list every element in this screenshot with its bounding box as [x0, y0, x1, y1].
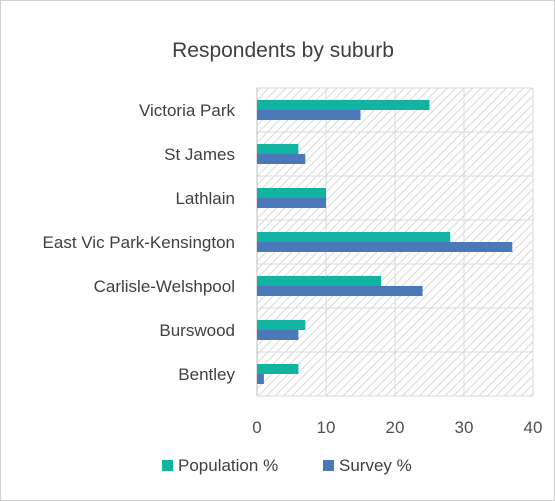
bars: [257, 100, 513, 384]
bar-population: [257, 144, 299, 154]
bar-population: [257, 188, 326, 198]
bar-population: [257, 364, 299, 374]
x-tick-label: 20: [386, 418, 405, 437]
gridlines: [256, 87, 534, 397]
x-tick-label: 30: [455, 418, 474, 437]
bar-survey: [257, 374, 264, 384]
category-label: East Vic Park-Kensington: [43, 233, 235, 252]
x-tick-label: 40: [524, 418, 543, 437]
x-tick-labels: 0 10 20 30 40: [252, 418, 542, 437]
category-label: Burswood: [159, 321, 235, 340]
bar-population: [257, 232, 451, 242]
bar-population: [257, 320, 306, 330]
bar-survey: [257, 198, 326, 208]
category-label: Carlisle-Welshpool: [94, 277, 235, 296]
legend: Population % Survey %: [162, 456, 412, 475]
bar-population: [257, 100, 430, 110]
bar-survey: [257, 110, 361, 120]
category-label: St James: [164, 145, 235, 164]
category-labels: Victoria Park St James Lathlain East Vic Pa…: [43, 101, 236, 384]
bar-survey: [257, 154, 306, 164]
bar-survey: [257, 242, 513, 252]
legend-label: Survey %: [339, 456, 412, 475]
x-tick-label: 0: [252, 418, 261, 437]
category-label: Bentley: [178, 365, 235, 384]
category-label: Victoria Park: [139, 101, 236, 120]
x-tick-label: 10: [317, 418, 336, 437]
legend-swatch: [162, 460, 173, 471]
bar-survey: [257, 286, 423, 296]
bar-survey: [257, 330, 299, 340]
legend-label: Population %: [178, 456, 278, 475]
category-label: Lathlain: [175, 189, 235, 208]
bar-population: [257, 276, 382, 286]
legend-swatch: [323, 460, 334, 471]
chart-title: Respondents by suburb: [172, 39, 394, 62]
